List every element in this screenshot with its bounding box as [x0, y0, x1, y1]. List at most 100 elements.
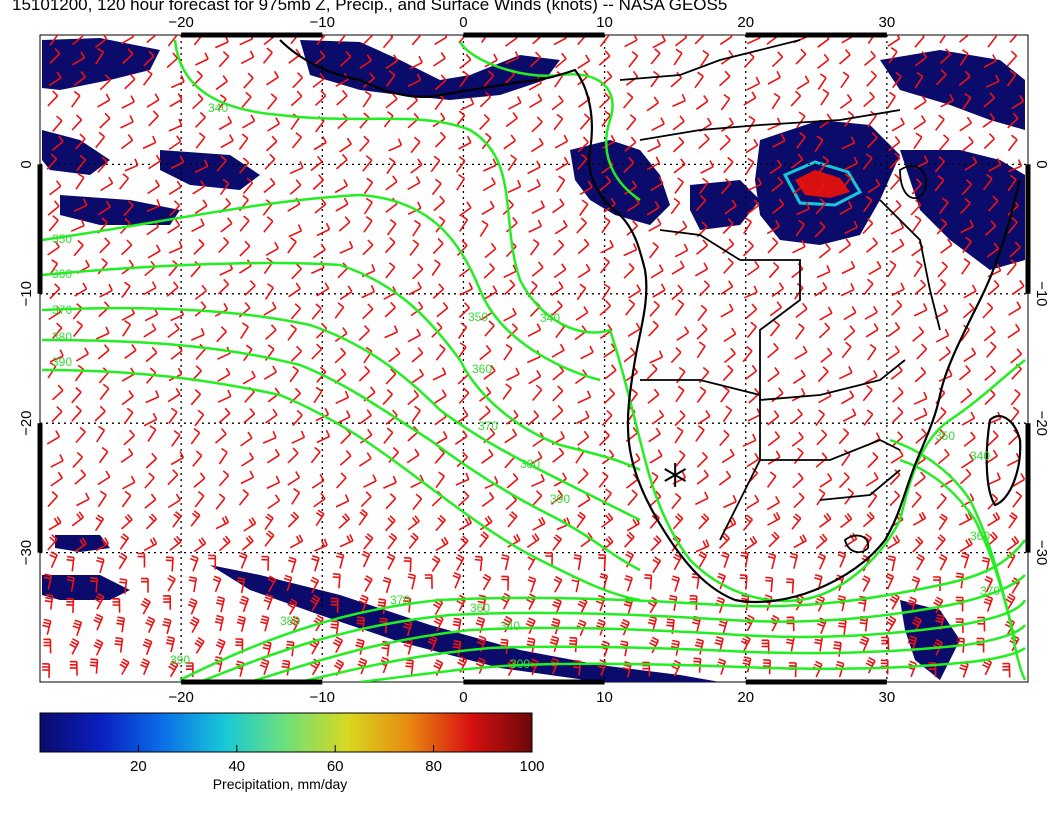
wind-barb-icon — [674, 426, 684, 444]
wind-barb-icon — [748, 177, 762, 191]
wind-barb-icon — [167, 387, 181, 403]
wind-barb-icon — [168, 135, 182, 151]
wind-barb-icon — [671, 284, 684, 301]
wind-barb-icon — [650, 48, 661, 65]
contour-label: 360 — [970, 529, 990, 543]
wind-barb-icon — [885, 572, 895, 590]
wind-barb-icon — [363, 533, 374, 550]
wind-barb-icon — [240, 322, 249, 340]
wind-barb-icon — [840, 71, 850, 89]
tick-label-lon-bottom: 0 — [459, 689, 467, 706]
wind-barb-icon — [982, 173, 993, 191]
wind-barb-icon — [339, 137, 352, 153]
wind-barb-icon — [792, 240, 806, 254]
wind-barb-icon — [262, 430, 277, 444]
wind-barb-icon — [619, 640, 629, 657]
wind-barb-icon — [552, 598, 562, 615]
wind-barb-icon — [236, 615, 246, 632]
wind-barb-icon — [624, 574, 633, 592]
wind-barb-icon — [96, 556, 105, 574]
wind-barb-icon — [95, 131, 106, 149]
wind-barb-icon — [66, 575, 75, 592]
wind-barb-icon — [51, 406, 63, 423]
wind-barb-icon — [43, 573, 53, 590]
wind-barb-icon — [402, 596, 412, 613]
wind-barb-icon — [601, 409, 613, 426]
wind-barb-icon — [452, 571, 462, 589]
wind-barb-icon — [208, 554, 217, 570]
wind-barb-icon — [531, 116, 543, 133]
wind-barb-icon — [532, 384, 543, 402]
wind-barb-icon — [311, 555, 320, 572]
wind-barb-icon — [95, 47, 105, 65]
wind-barb-icon — [984, 575, 994, 593]
wind-barb-icon — [458, 387, 470, 404]
wind-barb-icon — [292, 409, 303, 426]
wind-barb-icon — [315, 407, 330, 422]
wind-barb-icon — [961, 136, 974, 152]
wind-barb-icon — [118, 552, 128, 570]
wind-barb-icon — [652, 283, 666, 298]
wind-barb-icon — [240, 431, 253, 447]
wind-barb-icon — [479, 114, 490, 131]
wind-barb-icon — [959, 468, 972, 485]
wind-barb-icon — [241, 535, 254, 551]
wind-barb-icon — [506, 472, 519, 489]
wind-barb-icon — [120, 513, 133, 530]
wind-barb-icon — [528, 219, 543, 233]
wind-barb-icon — [838, 472, 850, 489]
wind-barb-icon — [335, 390, 350, 405]
wind-barb-icon — [912, 536, 924, 553]
location-marker-icon — [664, 462, 687, 487]
wind-barb-icon — [99, 237, 111, 254]
wind-barb-icon — [289, 365, 299, 383]
wind-barb-icon — [266, 448, 280, 464]
wind-barb-icon — [745, 138, 759, 154]
wind-barb-icon — [339, 240, 354, 254]
wind-barb-icon — [119, 533, 130, 550]
wind-barb-icon — [98, 446, 109, 464]
wind-barb-icon — [385, 493, 397, 510]
wind-barb-icon — [742, 514, 754, 531]
wind-barb-icon — [529, 238, 540, 256]
wind-barb-icon — [987, 472, 1001, 486]
wind-barb-icon — [694, 71, 704, 89]
wind-barb-icon — [766, 220, 780, 235]
contour-coast — [608, 329, 1026, 603]
wind-barb-icon — [310, 446, 321, 464]
wind-barb-icon — [531, 490, 543, 507]
colorbar-tick-label: 80 — [425, 758, 442, 775]
wind-barb-icon — [817, 53, 830, 70]
wind-barb-icon — [75, 347, 89, 362]
wind-barb-icon — [838, 619, 847, 636]
wind-barb-icon — [1009, 406, 1020, 423]
wind-barb-icon — [527, 410, 540, 426]
wind-barb-icon — [914, 279, 926, 296]
wind-barb-icon — [359, 135, 370, 152]
wind-barb-icon — [140, 597, 151, 615]
wind-barb-icon — [795, 323, 805, 340]
wind-barb-icon — [913, 260, 923, 278]
wind-barb-icon — [384, 325, 399, 339]
wind-barb-icon — [914, 366, 927, 383]
wind-barb-icon — [598, 92, 611, 109]
wind-barb-icon — [244, 280, 256, 296]
wind-barb-icon — [76, 154, 87, 172]
wind-barb-icon — [648, 320, 659, 337]
wind-barb-icon — [987, 430, 999, 447]
wind-barb-icon — [577, 136, 589, 153]
wind-barb-icon — [816, 264, 831, 279]
wind-barb-icon — [573, 554, 582, 571]
wind-barb-icon — [601, 512, 614, 528]
wind-barb-icon — [124, 73, 136, 90]
wind-barb-icon — [147, 244, 161, 259]
wind-barb-icon — [219, 178, 230, 196]
wind-barb-icon — [118, 173, 130, 190]
wind-barb-icon — [162, 617, 172, 635]
wind-barb-icon — [411, 368, 425, 384]
precip-patch-w2 — [160, 150, 260, 190]
wind-barb-icon — [313, 50, 326, 66]
wind-barb-icon — [238, 157, 250, 174]
wind-barb-icon — [817, 552, 827, 570]
wind-barb-icon — [815, 533, 828, 550]
